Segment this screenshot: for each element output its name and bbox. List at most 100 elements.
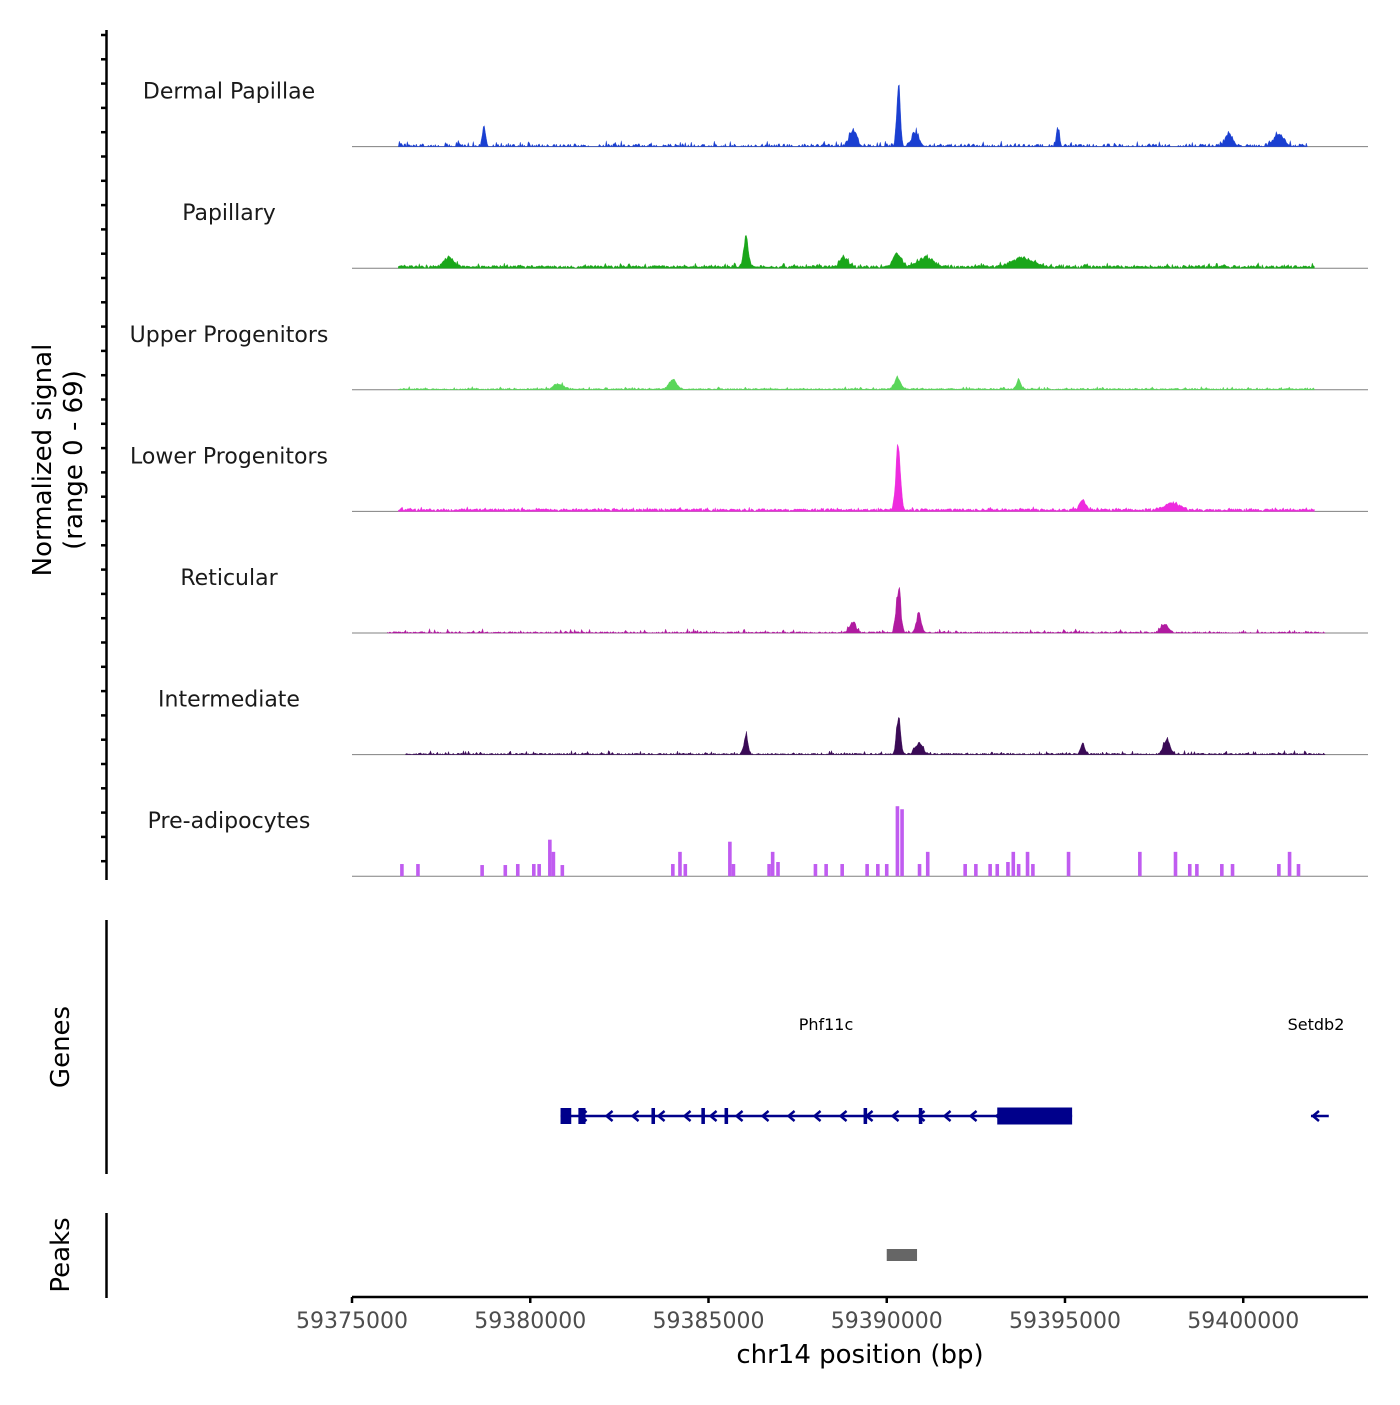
genes-panel: Phf11c Setdb2 [560, 1015, 1345, 1125]
track-label: Intermediate [158, 688, 300, 713]
signal-spike [917, 864, 922, 877]
signal-spike [895, 806, 900, 877]
signal-spike [1296, 864, 1301, 877]
signal-spike [865, 864, 869, 877]
gene-exon [701, 1108, 705, 1124]
strand-arrow [708, 1110, 718, 1122]
x-axis: 59375000 59380000 59385000 59390000 59395000… [296, 1295, 1368, 1334]
signal-spike [1187, 864, 1192, 877]
x-tick-label: 59400000 [1187, 1309, 1299, 1334]
genes-panel-title: Genes [46, 1006, 76, 1088]
track-intermediate: Intermediate [158, 688, 1368, 756]
gene-name: Phf11c [799, 1015, 854, 1034]
signal-area [387, 586, 1326, 634]
signal-spike [728, 841, 732, 877]
signal-spike [560, 865, 565, 877]
signal-spike [1277, 864, 1281, 877]
peaks-panel [886, 1249, 918, 1261]
signal-spike [995, 864, 1000, 877]
track-dermal-papillae: Dermal Papillae [143, 80, 1368, 148]
gene-exon [651, 1108, 656, 1124]
strand-arrow [656, 1110, 666, 1122]
peak-region [886, 1249, 918, 1261]
gene-exon [724, 1108, 729, 1124]
signal-spike [1230, 864, 1235, 877]
track-pre-adipocytes: Pre-adipocytes [148, 806, 1368, 877]
signal-spike [551, 851, 556, 877]
track-label: Dermal Papillae [143, 80, 315, 105]
signal-area [398, 375, 1315, 391]
track-lower-progenitors: Lower Progenitors [130, 443, 1368, 513]
gene-exon [918, 1108, 923, 1124]
strand-arrow [890, 1110, 900, 1122]
signal-spike [813, 864, 818, 877]
x-tick-label: 59395000 [1009, 1309, 1121, 1334]
signal-spike [988, 864, 992, 877]
signal-area [398, 84, 1308, 148]
track-label: Pre-adipocytes [148, 809, 311, 834]
signal-area [398, 235, 1315, 269]
gene-exon [863, 1108, 868, 1124]
gene-exon [560, 1108, 572, 1124]
signal-spike [1016, 864, 1021, 877]
gene-setdb2: Setdb2 [1288, 1015, 1345, 1122]
signal-spike [770, 851, 775, 877]
signal-area [398, 443, 1315, 513]
strand-arrow [786, 1110, 796, 1122]
strand-arrow [760, 1110, 770, 1122]
track-label: Upper Progenitors [130, 323, 329, 348]
strand-arrow [916, 1110, 926, 1122]
signal-spike [974, 864, 978, 877]
signal-area [405, 717, 1326, 756]
signal-spike [731, 864, 736, 877]
strand-arrow [942, 1110, 952, 1122]
signal-spike [515, 864, 520, 877]
x-axis-title: chr14 position (bp) [736, 1340, 983, 1370]
signal-spike [671, 864, 675, 877]
signal-spike [1031, 864, 1035, 877]
y-axis-title-line1: Normalized signal [28, 344, 58, 577]
track-label: Reticular [180, 566, 278, 591]
signal-spike [1220, 864, 1224, 877]
signal-spike [503, 865, 508, 877]
x-tick-label: 59380000 [474, 1309, 586, 1334]
gene-exon [578, 1108, 586, 1124]
signal-spike [776, 861, 780, 877]
x-tick-label: 59385000 [652, 1309, 764, 1334]
signal-spike [884, 864, 889, 877]
signal-spike [767, 864, 771, 877]
signal-spike [1287, 851, 1292, 877]
strand-arrow [734, 1110, 744, 1122]
strand-arrow [604, 1110, 614, 1122]
strand-arrow [630, 1110, 640, 1122]
track-upper-progenitors: Upper Progenitors [130, 323, 1368, 391]
signal-spike [824, 864, 828, 877]
signal-spike [1006, 861, 1010, 877]
signal-spike [925, 851, 930, 877]
track-label: Lower Progenitors [130, 444, 328, 469]
strand-arrow [838, 1110, 848, 1122]
track-reticular: Reticular [180, 566, 1368, 634]
signal-spike [416, 864, 420, 877]
signal-spike [963, 864, 967, 877]
signal-spike [1173, 851, 1178, 877]
signal-spike [548, 839, 552, 877]
peaks-panel-title: Peaks [46, 1217, 76, 1292]
coverage-tracks: Dermal Papillae Papillary Upper Progenitor… [130, 80, 1368, 877]
strand-arrow [682, 1110, 692, 1122]
y-axis-title-line2: (range 0 - 69) [59, 370, 89, 550]
track-papillary: Papillary [182, 201, 1368, 269]
signal-spike [1195, 864, 1199, 877]
strand-arrow [812, 1110, 822, 1122]
signal-spike [678, 851, 682, 877]
strand-arrow [968, 1110, 978, 1122]
signal-spike [900, 809, 904, 877]
left-axes [101, 30, 108, 1298]
signal-spike [876, 864, 880, 877]
signal-spike [532, 864, 536, 877]
signal-spike [840, 864, 844, 877]
gene-name: Setdb2 [1288, 1015, 1345, 1034]
signal-spike [1066, 851, 1071, 877]
